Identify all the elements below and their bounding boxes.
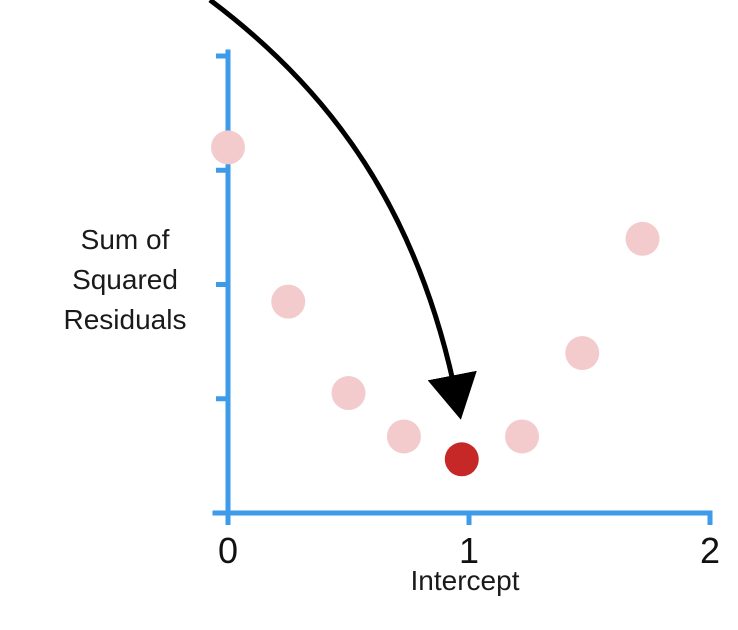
data-point-0 <box>211 130 245 165</box>
highlighted-data-point <box>444 442 479 477</box>
x-axis-title: Intercept <box>411 565 520 596</box>
data-point-5 <box>505 419 540 454</box>
y-axis-title-line-2: Squared <box>72 264 178 295</box>
data-point-2 <box>331 376 366 411</box>
y-axis-title-line-1: Sum of <box>81 224 170 255</box>
x-tick-label-1: 1 <box>459 530 479 571</box>
data-point-6 <box>565 336 600 371</box>
data-point-7 <box>625 221 660 256</box>
data-point-3 <box>386 419 421 454</box>
x-tick-label-0: 0 <box>218 530 238 571</box>
x-tick-label-2: 2 <box>700 530 720 571</box>
y-axis-title-line-3: Residuals <box>64 304 187 335</box>
arrow-annotation <box>208 0 477 420</box>
data-point-1 <box>271 284 306 319</box>
